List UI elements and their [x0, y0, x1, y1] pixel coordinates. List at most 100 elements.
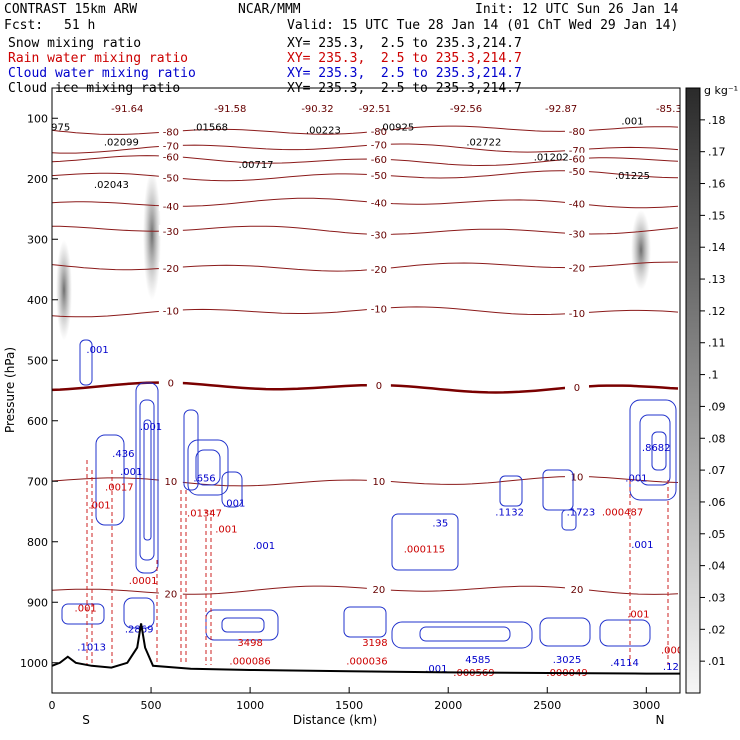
x-tick-label: 0	[49, 699, 56, 712]
field-xy-snow: XY= 235.3, 2.5 to 235.3,214.7	[287, 36, 522, 51]
colorbar-tick-label: .12	[708, 305, 726, 318]
cloud-contour	[539, 617, 591, 647]
colorbar	[685, 87, 701, 694]
colorbar-tick-label: .03	[708, 591, 726, 604]
contour-label: -70	[371, 141, 387, 152]
value-annotation: .3025	[553, 655, 582, 666]
colorbar-tick-label: .06	[708, 496, 726, 509]
contour-label-bg	[564, 197, 589, 209]
contour-label: -80	[163, 128, 179, 139]
fcst-value: 51 h	[64, 18, 96, 33]
value-annotation: .436	[112, 449, 134, 460]
value-annotation: -92.87	[545, 104, 577, 115]
snow-blob	[631, 210, 651, 290]
value-annotation: -92.56	[450, 104, 482, 115]
colorbar-tick-label: .14	[708, 241, 726, 254]
value-annotation: .01568	[193, 122, 228, 133]
value-annotation: .8682	[642, 443, 671, 454]
x-tick-label: 3000	[632, 699, 660, 712]
cloud-contour	[195, 449, 221, 486]
contour-label-bg	[158, 171, 183, 183]
x-tick-label: 500	[141, 699, 162, 712]
contour-label: -30	[569, 230, 585, 241]
contour-label-bg	[366, 196, 391, 208]
value-annotation: .001	[253, 541, 275, 552]
value-annotation: .001	[75, 603, 97, 614]
colorbar-ticks: .01 .02 .03 .04 .05 .06 .07 .08 .09 .1 .11 .12 .13 .1…	[700, 114, 726, 668]
cloud-contour	[183, 409, 199, 491]
value-annotation: .001	[140, 422, 162, 433]
value-annotation: .001	[120, 467, 142, 478]
value-annotation: .00925	[379, 122, 414, 133]
cloud-contour	[143, 419, 152, 541]
snow-blob	[143, 170, 161, 300]
colorbar-tick-label: .07	[708, 464, 726, 477]
contour-label-bg	[366, 169, 391, 181]
contour-label: 0	[376, 381, 382, 392]
value-annotation: .000036	[346, 657, 387, 668]
value-annotation: 4585	[465, 655, 490, 666]
value-annotation: .1132	[495, 508, 524, 519]
x-axis-title: Distance (km)	[293, 713, 377, 727]
value-annotation: .001	[625, 473, 647, 484]
y-tick-label: 1000	[20, 657, 48, 670]
contour-label-bg	[564, 582, 589, 594]
value-annotation: .001	[88, 500, 110, 511]
value-annotation: .001	[631, 540, 653, 551]
colorbar-tick-label: .05	[708, 528, 726, 541]
contour-label: 0	[574, 383, 580, 394]
colorbar-tick-label: .18	[708, 114, 726, 127]
plot-frame	[51, 87, 681, 694]
cloud-contour	[651, 431, 667, 471]
contour-label: -60	[569, 155, 585, 166]
contour-label-bg	[564, 165, 589, 177]
rain-water-contours	[86, 460, 669, 665]
contour-label: -50	[569, 167, 585, 178]
field-name-snow: Snow mixing ratio	[8, 36, 142, 51]
colorbar-unit: g kg⁻¹	[704, 84, 738, 97]
contour-label: -10	[163, 307, 179, 318]
contour-label: 10	[164, 477, 177, 488]
contour-label-bg	[564, 152, 589, 164]
value-annotation: .001	[621, 116, 643, 127]
contour-label-bg	[366, 474, 391, 486]
contour-label-bg	[158, 376, 183, 388]
plot-center: NCAR/MMM	[238, 2, 301, 17]
cloud-contour	[135, 382, 159, 574]
contour-label: -20	[569, 263, 585, 274]
contour-label: -60	[163, 152, 179, 163]
contour-label-bg	[366, 583, 391, 595]
axes: 0 500 1000 1500 2000 2500 30001002003004005006…	[20, 112, 660, 712]
value-annotation: 3498	[237, 638, 262, 649]
value-annotation: -90.32	[301, 104, 333, 115]
snow-blob	[56, 240, 72, 340]
value-annotation: .01202	[534, 153, 569, 164]
cloud-contour	[187, 439, 229, 496]
contour-label-bg	[158, 200, 183, 212]
x-tick-label: 2500	[533, 699, 561, 712]
value-annotation: .120	[663, 662, 685, 673]
cloud-contour	[205, 609, 279, 641]
contour-label-bg	[366, 153, 391, 165]
contour-label: 20	[164, 590, 177, 601]
y-tick-label: 300	[27, 233, 48, 246]
cloud-contour	[221, 471, 243, 508]
value-annotation: .01225	[615, 171, 650, 182]
value-annotation: .000	[661, 646, 683, 657]
cloud-contour	[639, 414, 671, 486]
value-annotation: .35	[432, 519, 448, 530]
contour-label: -20	[163, 264, 179, 275]
value-annotation: .02043	[94, 180, 129, 191]
terrain-profile	[51, 623, 680, 675]
value-annotation: .000115	[404, 545, 445, 556]
value-annotation: .000569	[453, 668, 494, 679]
cloud-contour	[561, 509, 577, 531]
cloud-contour	[139, 399, 155, 561]
y-axis-title: Pressure (hPa)	[3, 347, 17, 433]
cloud-contour	[391, 621, 533, 649]
contour-label-bg	[366, 379, 391, 391]
cloud-contour	[542, 469, 574, 511]
colorbar-tick-label: .01	[708, 655, 726, 668]
contour-label: -10	[569, 309, 585, 320]
